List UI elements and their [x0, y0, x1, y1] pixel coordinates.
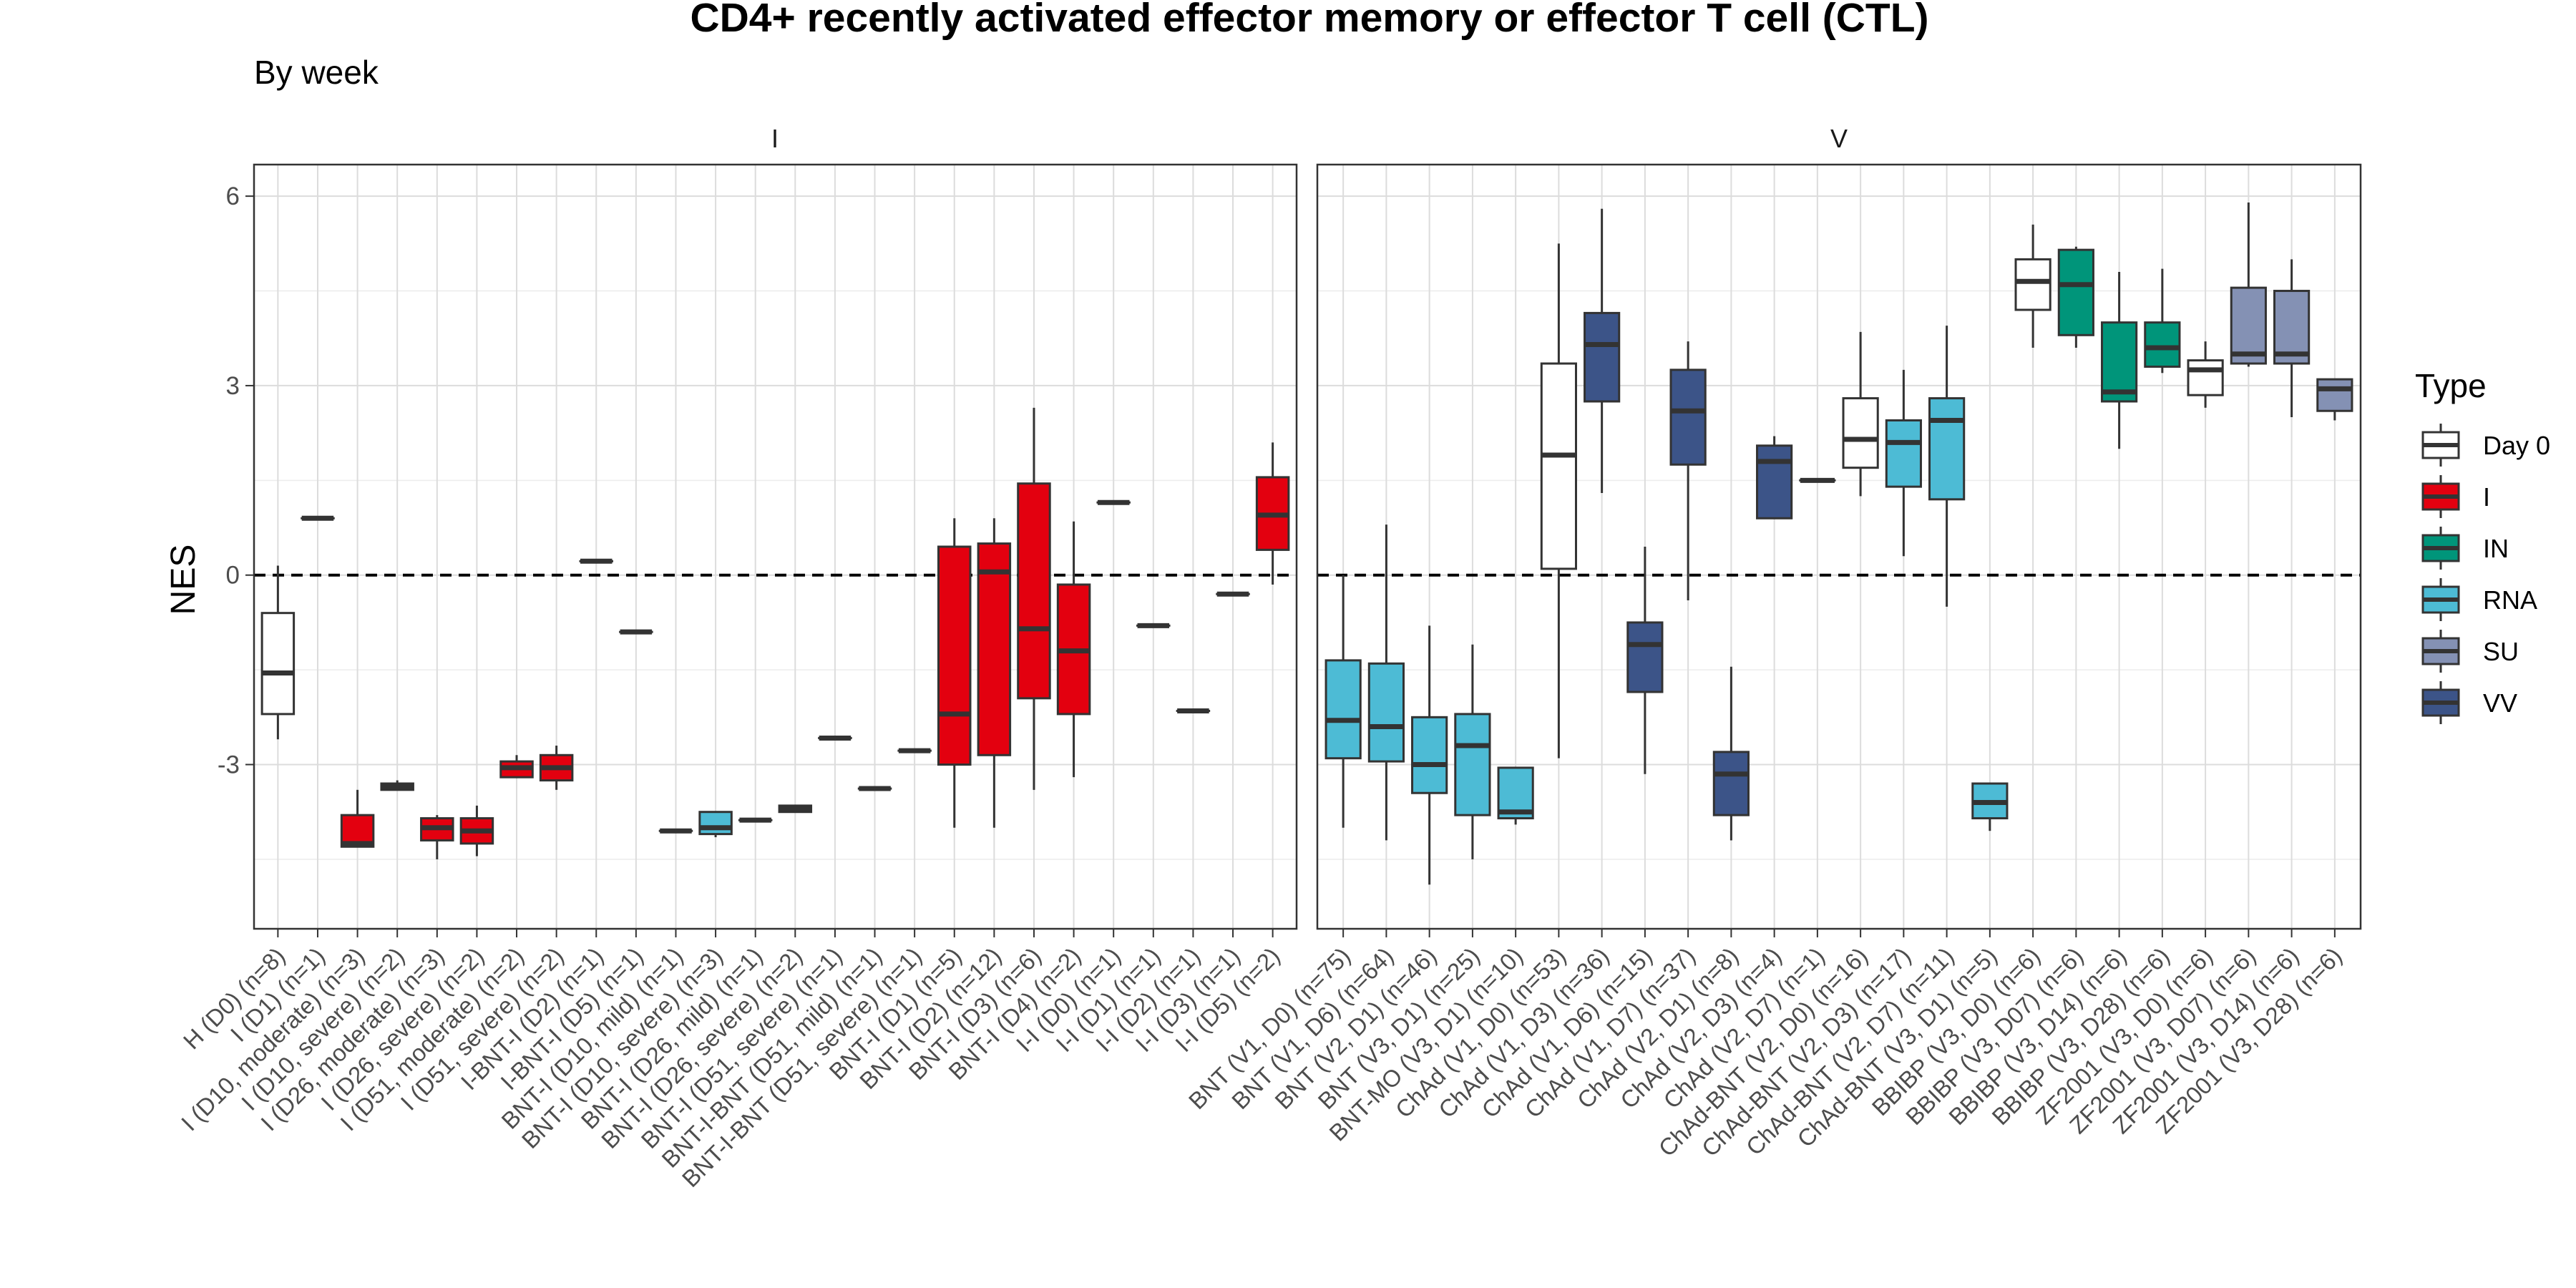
box-body [1017, 482, 1051, 700]
box-body [1712, 751, 1750, 816]
panel-strip-label-v: V [1830, 124, 1848, 153]
panel-strip-label-i: I [771, 124, 779, 153]
legend-title: Type [2415, 367, 2487, 404]
box-bnt-v3-d1-n-25 [1454, 644, 1491, 859]
box-body [1885, 419, 1922, 488]
box-chad-bnt-v2-d7-n-11 [1928, 326, 1966, 607]
panel-i: I H (D0) (n=8)I (D1) (n=1)I (D10, modera… [176, 124, 1298, 1192]
box-body [1842, 397, 1879, 469]
box-body [260, 612, 296, 716]
box-bnt-i-d10-severe-n-3 [698, 811, 733, 838]
legend-item-rna: RNA [2421, 578, 2537, 621]
box-bnt-i-d3-n-6 [1017, 407, 1051, 790]
box-chad-bnt-v3-d1-n-5 [1971, 782, 2009, 831]
box-i-d26-moderate-n-3 [420, 815, 454, 859]
box-chad-v1-d6-n-15 [1626, 547, 1664, 774]
box-i-d10-moderate-n-3 [340, 789, 375, 848]
legend-item-in: IN [2421, 527, 2509, 570]
box-bnt-v1-d0-n-75 [1324, 575, 1362, 828]
box-bbibp-v3-d28-n-6 [2144, 268, 2181, 374]
box-i-i-d5-n-2 [1255, 442, 1290, 585]
box-zf2001-v3-d0-n-6 [2187, 341, 2224, 408]
box-i-d51-moderate-n-2 [499, 755, 534, 779]
box-chad-v1-d0-n-53 [1540, 243, 1577, 758]
chart-subtitle: By week [254, 54, 379, 91]
legend-label: I [2483, 482, 2490, 512]
box-chad-v2-d3-n-4 [1756, 436, 1793, 519]
legend-item-su: SU [2421, 630, 2519, 673]
box-i-d10-severe-n-2 [380, 780, 414, 791]
box-body [2273, 290, 2311, 365]
box-body [2057, 248, 2094, 336]
box-bnt-i-d2-n-12 [977, 518, 1012, 828]
box-bbibp-v3-d07-n-6 [2057, 246, 2094, 348]
panel-border [253, 163, 1298, 930]
box-body [1411, 716, 1448, 794]
box-bbibp-v3-d14-n-6 [2101, 272, 2138, 449]
box-h-d0-n-8 [260, 565, 296, 740]
legend-label: Day 0 [2483, 431, 2550, 460]
box-bnt-i-d4-n-2 [1056, 521, 1091, 778]
box-body [1756, 444, 1793, 519]
box-body [1540, 362, 1577, 570]
box-body [698, 811, 733, 836]
box-body [1928, 397, 1966, 501]
y-tick-label: 3 [226, 372, 240, 400]
panel-background [254, 165, 1297, 929]
legend-item-day-0: Day 0 [2421, 424, 2550, 467]
box-chad-v1-d7-n-37 [1669, 341, 1707, 601]
box-body [1324, 659, 1362, 760]
box-bnt-i-d26-severe-n-2 [778, 804, 813, 814]
panel-v: V BNT (V1, D0) (n=75)BNT (V1, D6) (n=64)… [1184, 124, 2362, 1161]
panel-border [1316, 163, 2362, 930]
box-zf2001-v3-d14-n-6 [2273, 259, 2311, 418]
box-body [937, 545, 972, 766]
box-body [2316, 378, 2353, 412]
box-bnt-v1-d6-n-64 [1367, 525, 1405, 841]
box-i-d51-severe-n-2 [539, 746, 574, 790]
box-bbibp-v3-d0-n-6 [2014, 224, 2051, 348]
box-body [1626, 621, 1664, 693]
box-zf2001-v3-d07-n-6 [2230, 202, 2267, 367]
box-bnt-v2-d1-n-46 [1411, 625, 1448, 885]
legend-label: SU [2483, 637, 2519, 666]
legend: Type Day 0 I IN RNA SU VV [2415, 367, 2550, 724]
legend-label: RNA [2483, 585, 2537, 615]
legend-label: VV [2483, 688, 2517, 718]
box-chad-bnt-v2-d3-n-17 [1885, 369, 1922, 557]
y-tick-label: -3 [218, 751, 240, 779]
box-zf2001-v3-d28-n-6 [2316, 378, 2353, 421]
box-body [1454, 713, 1491, 816]
box-chad-bnt-v2-d0-n-16 [1842, 331, 1879, 497]
box-bnt-i-d1-n-5 [937, 518, 972, 828]
legend-item-vv: VV [2421, 681, 2517, 724]
box-body [1584, 311, 1621, 403]
box-body [1367, 662, 1405, 763]
box-body [2187, 359, 2224, 396]
box-body [2144, 321, 2181, 368]
box-body [2014, 258, 2051, 311]
y-tick-label: 0 [226, 562, 240, 590]
legend-label: IN [2483, 534, 2509, 563]
box-chad-v1-d3-n-36 [1584, 208, 1621, 493]
y-axis-label: NES [165, 545, 203, 615]
box-body [2230, 286, 2267, 365]
box-body [1669, 369, 1707, 466]
box-i-d26-severe-n-2 [459, 805, 494, 857]
box-body [2101, 321, 2138, 403]
y-tick-label: 6 [226, 182, 240, 210]
panel-background [1317, 165, 2361, 929]
box-body [977, 542, 1012, 756]
legend-item-i: I [2421, 475, 2490, 518]
box-bnt-mo-v3-d1-n-10 [1497, 766, 1534, 825]
box-chad-v2-d1-n-8 [1712, 666, 1750, 841]
chart-title: CD4+ recently activated effector memory … [690, 0, 1928, 41]
